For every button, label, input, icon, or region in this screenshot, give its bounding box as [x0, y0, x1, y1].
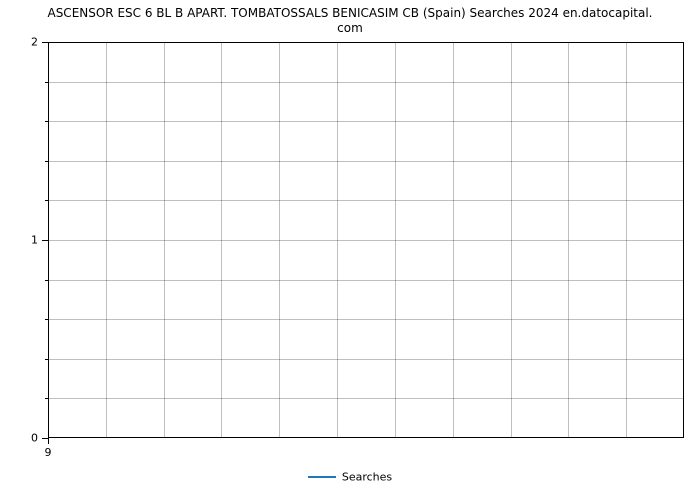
gridline-horizontal: [48, 319, 684, 320]
y-minor-tick: [45, 121, 48, 122]
y-minor-tick: [45, 280, 48, 281]
gridline-horizontal: [48, 82, 684, 83]
chart-title: ASCENSOR ESC 6 BL B APART. TOMBATOSSALS …: [0, 6, 700, 36]
gridline-horizontal: [48, 200, 684, 201]
chart-figure: ASCENSOR ESC 6 BL B APART. TOMBATOSSALS …: [0, 0, 700, 500]
y-minor-tick: [45, 200, 48, 201]
y-tick-label: 1: [20, 234, 38, 247]
y-tick-label: 2: [20, 36, 38, 49]
y-minor-tick: [45, 161, 48, 162]
gridline-horizontal: [48, 359, 684, 360]
gridline-horizontal: [48, 398, 684, 399]
x-tick: [48, 438, 49, 444]
legend-label: Searches: [342, 471, 392, 484]
gridline-horizontal: [48, 161, 684, 162]
chart-title-line2: com: [337, 21, 363, 35]
y-tick: [42, 240, 48, 241]
legend: Searches: [0, 470, 700, 484]
chart-title-line1: ASCENSOR ESC 6 BL B APART. TOMBATOSSALS …: [47, 6, 652, 20]
y-minor-tick: [45, 82, 48, 83]
y-tick-label: 0: [20, 432, 38, 445]
y-minor-tick: [45, 359, 48, 360]
gridline-horizontal: [48, 280, 684, 281]
x-tick-label: 9: [45, 446, 52, 459]
legend-line: [308, 476, 336, 478]
plot-area: [48, 42, 684, 438]
gridline-horizontal: [48, 240, 684, 241]
gridline-horizontal: [48, 121, 684, 122]
y-minor-tick: [45, 398, 48, 399]
y-tick: [42, 42, 48, 43]
y-minor-tick: [45, 319, 48, 320]
